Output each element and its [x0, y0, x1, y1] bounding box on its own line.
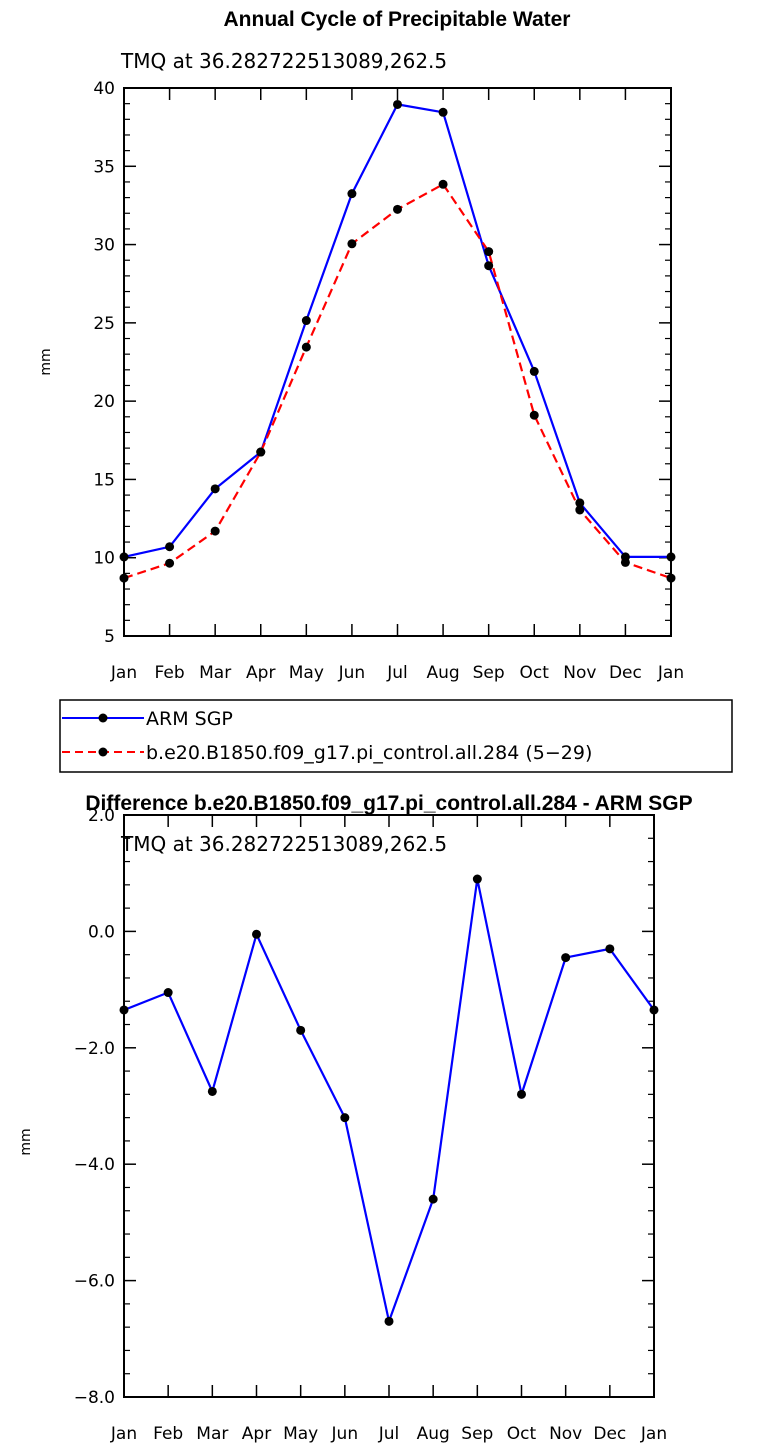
- chart2-ylabel: mm: [18, 1128, 34, 1155]
- chart1-series-1-point: [484, 261, 494, 271]
- chart1-xtick-label: Jan: [110, 663, 137, 683]
- chart1-xtick-label: May: [289, 663, 324, 683]
- legend-label-model: b.e20.B1850.f09_g17.pi_control.all.284 (…: [146, 742, 592, 764]
- chart1-ytick-label: 30: [93, 236, 115, 256]
- chart1-series-2-point: [438, 179, 448, 189]
- chart1-series-1-point: [529, 366, 539, 376]
- chart1-xtick-label: Jul: [386, 663, 408, 683]
- chart1-xtick-label: Nov: [563, 663, 596, 683]
- chart1-series-1-point: [575, 498, 585, 508]
- chart2-xtick-label: Sep: [461, 1424, 493, 1444]
- chart1-series-2-point: [119, 573, 129, 583]
- chart2-xtick-label: Jul: [378, 1424, 400, 1444]
- chart1-xtick-label: Mar: [199, 663, 231, 683]
- chart2-series-1-point: [252, 929, 261, 939]
- chart1-legend: ARM SGP b.e20.B1850.f09_g17.pi_control.a…: [59, 699, 733, 773]
- chart2-frame: [123, 814, 655, 1398]
- chart1-series-1-point: [393, 99, 402, 109]
- chart2-xtick-label: Jan: [640, 1424, 667, 1444]
- chart2-ytick-label: 2.0: [88, 806, 115, 826]
- chart2-plot-area: Jan Feb Mar Apr May Jun Jul Aug Sep Oct Nov Dec Jan −…: [74, 806, 667, 1444]
- chart1-ylabel: mm: [38, 348, 54, 375]
- chart2-xtick-label: Jan: [110, 1424, 137, 1444]
- chart1-series-1-point: [438, 107, 448, 117]
- chart2-xtick-label: Feb: [153, 1424, 183, 1444]
- chart1-ytick-label: 25: [93, 314, 115, 334]
- chart2-series-1-point: [472, 874, 482, 884]
- chart1-ytick-label: 15: [93, 470, 115, 490]
- chart2-series-1-point: [517, 1089, 526, 1099]
- chart2-ytick-label: 0.0: [88, 922, 115, 942]
- chart1-subtitle: TMQ at 36.282722513089,262.5: [120, 49, 447, 73]
- legend-marker-model: [98, 747, 108, 757]
- chart1-series-2-point: [301, 342, 311, 352]
- chart2-xtick-label: Apr: [242, 1424, 271, 1444]
- chart2-series-1-point: [649, 1005, 659, 1015]
- chart1-xtick-label: Jun: [338, 663, 366, 683]
- chart2-series-1-point: [340, 1113, 350, 1123]
- chart2-ytick-label: −4.0: [74, 1155, 115, 1175]
- chart1-series-2-point: [256, 447, 266, 457]
- chart1-frame: [123, 87, 672, 637]
- chart1-xtick-label: Sep: [473, 663, 505, 683]
- legend-label-arm-sgp: ARM SGP: [146, 708, 233, 730]
- chart1-xtick-label: Dec: [609, 663, 642, 683]
- chart2-xtick-label: Dec: [593, 1424, 626, 1444]
- chart2-series-1-point: [207, 1086, 217, 1096]
- chart1-series-2-point: [347, 239, 357, 249]
- chart1-ytick-label: 20: [93, 392, 115, 412]
- chart1-series-2-point: [393, 204, 402, 214]
- chart1-xtick-label: Oct: [520, 663, 550, 683]
- chart2-series-1-point: [428, 1194, 438, 1204]
- chart1-plot-area: Jan Feb Mar Apr May Jun Jul Aug Sep Oct Nov Dec Jan 5…: [93, 79, 684, 683]
- chart1-series-2-point: [575, 505, 585, 515]
- chart1-series-1-point: [165, 542, 175, 552]
- chart2-xtick-label: Mar: [196, 1424, 228, 1444]
- chart1-series-2-point: [529, 410, 539, 420]
- chart1-series-1-point: [119, 552, 129, 562]
- legend-box: [59, 699, 733, 773]
- chart1-ytick-label: 40: [93, 79, 115, 99]
- chart1-series-2-point: [620, 557, 630, 567]
- chart1-ytick-label: 10: [93, 549, 115, 569]
- chart2-subtitle: TMQ at 36.282722513089,262.5: [120, 832, 447, 856]
- chart2-xtick-label: Oct: [507, 1424, 537, 1444]
- chart1-series-1-line: [123, 103, 671, 559]
- chart1-series-2-point: [484, 247, 494, 257]
- chart2-ytick-label: −8.0: [74, 1388, 115, 1408]
- chart1-series-2-point: [165, 558, 175, 568]
- chart2-xtick-label: Jun: [331, 1424, 359, 1444]
- legend-marker-arm-sgp: [98, 713, 108, 723]
- chart1-series-2-point: [666, 573, 676, 583]
- chart1-series-2-line: [123, 182, 672, 580]
- chart1-series-1-point: [301, 316, 311, 326]
- chart1-xtick-label: Feb: [155, 663, 185, 683]
- chart2-title: Difference b.e20.B1850.f09_g17.pi_contro…: [85, 792, 692, 815]
- chart1-series-2-point: [210, 526, 220, 536]
- chart2-ytick-label: −2.0: [74, 1039, 115, 1059]
- chart1-series-1-point: [347, 189, 357, 199]
- chart2-xtick-label: May: [283, 1424, 318, 1444]
- chart1-xtick-label: Aug: [426, 663, 459, 683]
- chart2-series-1-line: [123, 878, 655, 1326]
- chart1-series-1-point: [210, 484, 220, 494]
- chart1-title: Annual Cycle of Precipitable Water: [224, 8, 571, 31]
- chart1-ytick-label: 35: [93, 157, 115, 177]
- chart1-ytick-label: 5: [104, 627, 115, 647]
- chart2-series-1-point: [605, 944, 615, 954]
- chart2-series-1-point: [384, 1316, 394, 1326]
- chart1-xtick-label: Apr: [246, 663, 275, 683]
- chart1-series-1-point: [666, 552, 676, 562]
- chart2-xtick-label: Nov: [549, 1424, 582, 1444]
- chart2-xtick-label: Aug: [417, 1424, 450, 1444]
- chart2-series-1-point: [296, 1025, 306, 1035]
- chart2-series-1-point: [561, 953, 571, 963]
- chart2-series-1-point: [163, 988, 173, 998]
- chart1-xtick-label: Jan: [657, 663, 684, 683]
- chart2-series-1-point: [119, 1005, 129, 1015]
- chart2-ytick-label: −6.0: [74, 1272, 115, 1292]
